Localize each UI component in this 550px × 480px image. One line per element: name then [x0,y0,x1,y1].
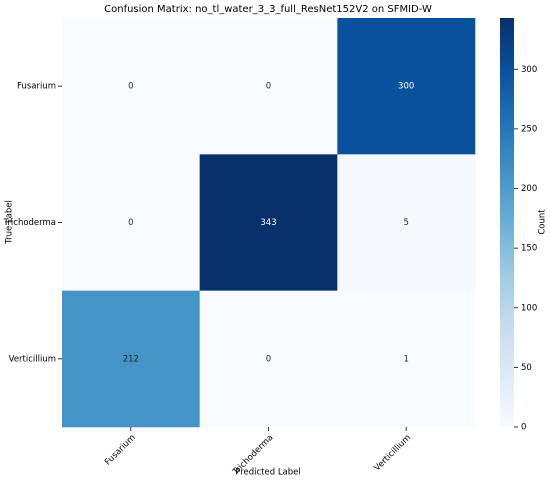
colorbar-tick-label: 100 [521,303,537,313]
colorbar-tick-label: 300 [521,65,537,75]
cell-label: 212 [123,354,139,364]
x-tick-label: Verticillium [372,433,413,474]
heatmap-cell [62,18,200,155]
y-tick-label: Verticillium [9,354,56,364]
y-tick-label: Fusarium [17,82,56,92]
heatmap-cell [199,154,338,291]
cell-label: 300 [398,82,414,92]
heatmap-cell [337,290,476,428]
colorbar-tick-label: 50 [521,363,532,373]
cell-label: 0 [266,82,271,92]
colorbar-tick-label: 0 [521,423,526,433]
cell-label: 343 [260,218,276,228]
cell-label: 0 [128,82,133,92]
y-axis-label: True Label [5,200,15,245]
heatmap-cell [337,18,476,155]
cell-label: 1 [403,354,408,364]
y-tick-label: Trichoderma [2,218,56,228]
cell-label: 0 [128,218,133,228]
colorbar-tick-label: 150 [521,244,537,254]
chart-title: Confusion Matrix: no_tl_water_3_3_full_R… [104,4,432,15]
heatmap-cell [199,290,338,428]
colorbar-tick-label: 250 [521,124,537,134]
colorbar-label: Count [538,209,548,235]
cell-label: 5 [403,218,408,228]
heatmap-cell [337,154,476,291]
cell-label: 0 [266,354,271,364]
colorbar-tick-label: 200 [521,184,537,194]
heatmap-cell [62,154,200,291]
x-tick-label: Fusarium [103,433,138,468]
colorbar [500,18,514,427]
heatmap-cell [62,290,200,428]
heatmap-cell [199,18,338,155]
x-axis-label: Predicted Label [235,468,301,478]
